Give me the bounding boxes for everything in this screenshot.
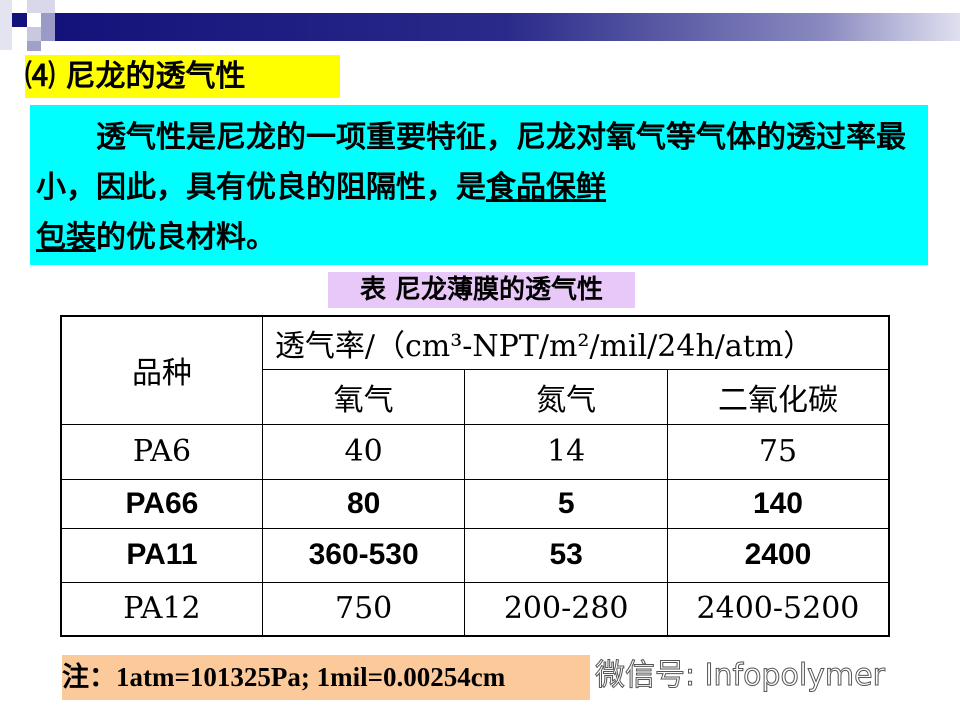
footnote: 注：1atm=101325Pa; 1mil=0.00254cm	[62, 655, 590, 700]
intro-text: 透气性是尼龙的一项重要特征，尼龙对氧气等气体的透过率最小，因此，具有优良的阻隔性…	[36, 120, 906, 205]
intro-text: 的优良材料。	[96, 220, 276, 255]
decor-square	[27, 41, 41, 51]
table-row: PA12 750 200-280 2400-5200	[60, 581, 890, 637]
cell-name: PA6	[60, 423, 263, 480]
decor-square	[12, 13, 27, 27]
cell: 750	[261, 581, 466, 637]
table-caption: 表 尼龙薄膜的透气性	[328, 272, 635, 308]
decor-square	[41, 13, 55, 41]
intro-underline: 包装	[36, 220, 96, 255]
header-gas: 二氧化碳	[666, 368, 890, 425]
slide-title: ⑷ 尼龙的透气性	[25, 55, 340, 98]
table-row: PA11 360-530 53 2400	[60, 527, 890, 583]
table-row: PA66 80 5 140	[60, 478, 890, 529]
decor-square	[27, 0, 55, 13]
watermark: 微信号: Infopolymer	[595, 658, 886, 694]
cell: 5	[464, 478, 668, 529]
cell: 360-530	[261, 527, 466, 583]
cell: 2400	[666, 527, 890, 583]
cell: 40	[261, 423, 466, 480]
permeability-table: 品种 透气率/（cm³-NPT/m²/mil/24h/atm） 氧气 氮气 二氧化碳 …	[60, 315, 890, 637]
cell: 75	[666, 423, 890, 480]
cell: 53	[464, 527, 668, 583]
decor-square	[0, 0, 12, 50]
decor-square	[27, 27, 41, 41]
intro-paragraph: 透气性是尼龙的一项重要特征，尼龙对氧气等气体的透过率最小，因此，具有优良的阻隔性…	[30, 105, 928, 265]
intro-underline: 食品保鲜	[486, 170, 606, 205]
cell: 14	[464, 423, 668, 480]
cell-name: PA11	[60, 527, 263, 583]
header-gas: 氮气	[464, 368, 668, 425]
cell: 140	[666, 478, 890, 529]
header-bar	[55, 13, 960, 41]
cell: 2400-5200	[666, 581, 890, 637]
header-gas: 氧气	[261, 368, 466, 425]
table-row: PA6 40 14 75	[60, 423, 890, 480]
cell-name: PA66	[60, 478, 263, 529]
header-variety: 品种	[60, 315, 263, 425]
cell: 200-280	[464, 581, 668, 637]
header-rate: 透气率/（cm³-NPT/m²/mil/24h/atm）	[261, 315, 890, 370]
cell: 80	[261, 478, 466, 529]
cell-name: PA12	[60, 581, 263, 637]
